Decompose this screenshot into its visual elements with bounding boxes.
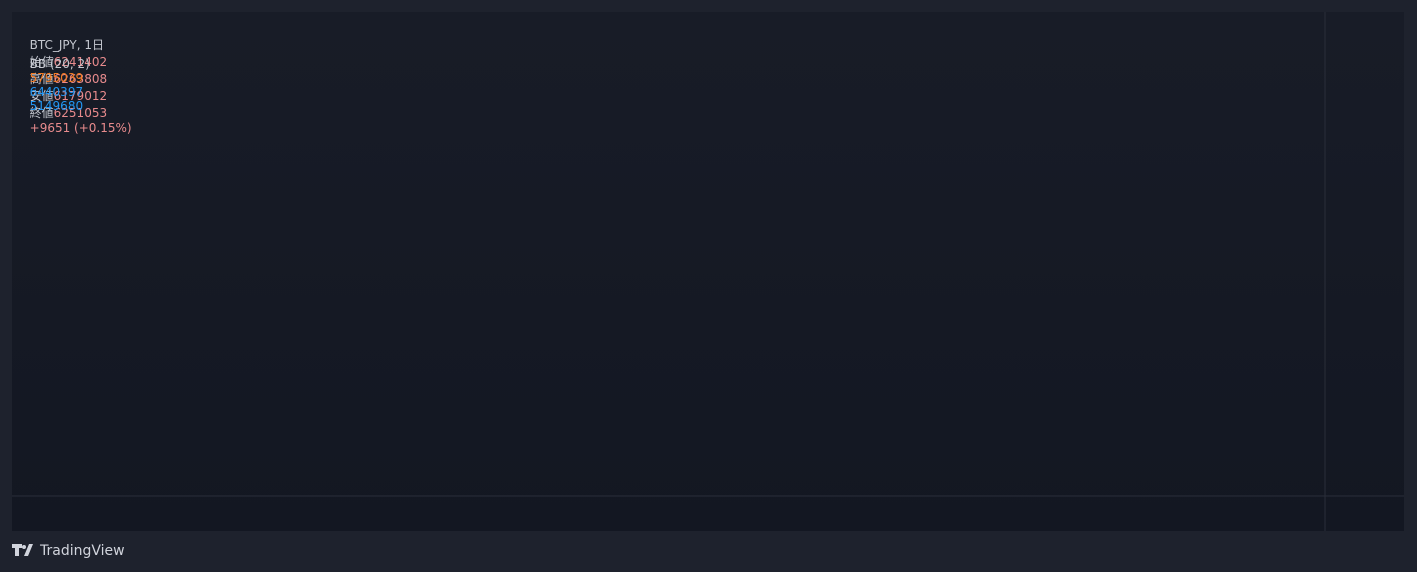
symbol: BTC_JPY, 1日 bbox=[29, 38, 104, 52]
legend-label: 高値 bbox=[29, 72, 54, 86]
legend-change: +9651 (+0.15%) bbox=[29, 121, 132, 135]
brand-name: TradingView bbox=[39, 543, 125, 559]
indicator-value: 5149680 bbox=[29, 99, 84, 113]
pane-background bbox=[12, 12, 1404, 531]
legend-label: 始値 bbox=[29, 55, 54, 69]
indicator-label: BB (20, 2) bbox=[29, 57, 90, 71]
indicator-value: 5795039 bbox=[29, 71, 84, 85]
indicator-legend: BB (20, 2) 5795039 6440397 5149680 bbox=[22, 43, 94, 113]
legend-label: 安値 bbox=[29, 89, 54, 103]
brand-logo bbox=[12, 544, 33, 556]
price-legend: BTC_JPY, 1日 始値6241402 高値6263808 安値617901… bbox=[22, 22, 136, 135]
legend-value: 6263808 bbox=[53, 72, 108, 86]
legend-value: 6251053 bbox=[53, 106, 108, 120]
legend-value: 6241402 bbox=[53, 55, 108, 69]
indicator-value: 6440397 bbox=[29, 85, 84, 99]
legend-label: 終値 bbox=[29, 106, 54, 120]
legend-value: 6179012 bbox=[53, 89, 108, 103]
